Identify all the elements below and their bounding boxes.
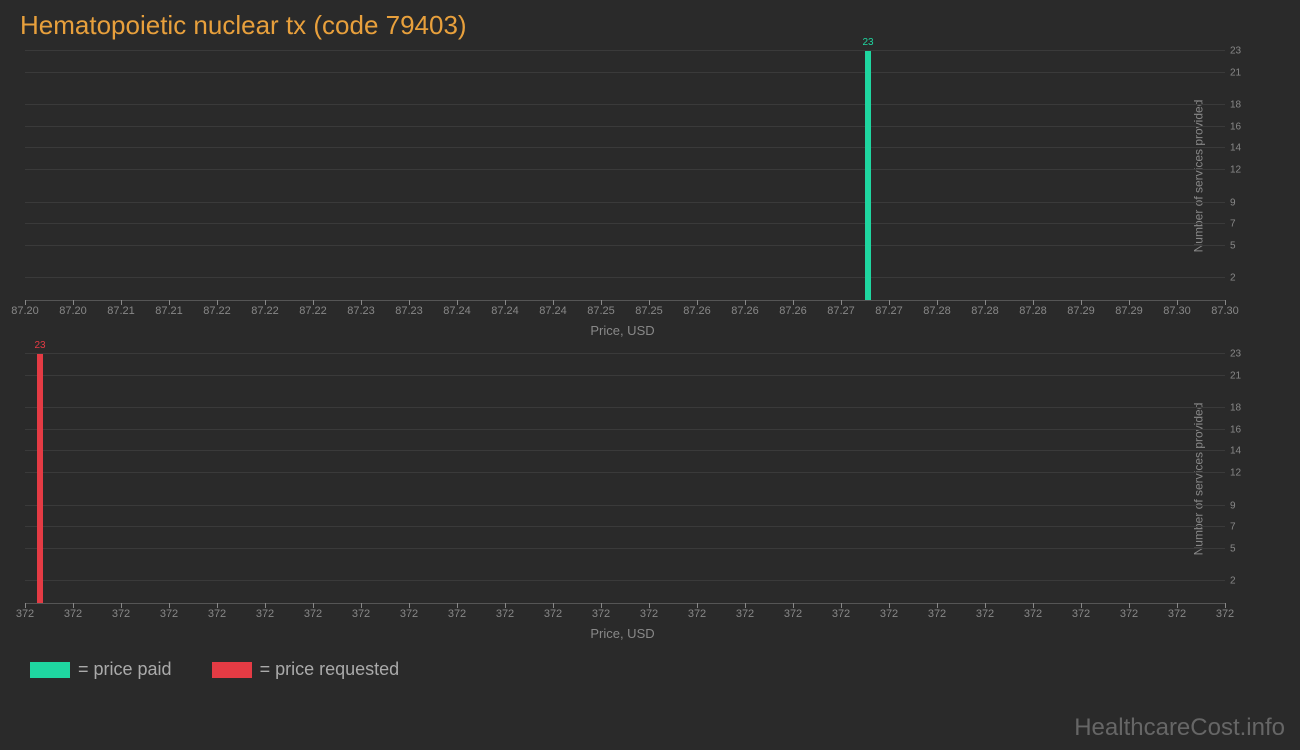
x-tick: 372 bbox=[496, 608, 514, 620]
y-tick: 2 bbox=[1230, 273, 1236, 284]
x-tick: 87.22 bbox=[299, 305, 327, 317]
chart-price-requested: 2 5 7 9 12 14 16 18 21 23 Number of services prov… bbox=[20, 354, 1280, 641]
y-tick: 7 bbox=[1230, 219, 1236, 230]
bar-value-label: 23 bbox=[34, 340, 45, 351]
y-tick: 7 bbox=[1230, 522, 1236, 533]
x-tick: 87.25 bbox=[635, 305, 663, 317]
y-tick: 12 bbox=[1230, 165, 1241, 176]
bar: 23 bbox=[37, 354, 43, 603]
y-tick: 21 bbox=[1230, 67, 1241, 78]
x-tick: 372 bbox=[16, 608, 34, 620]
watermark: HealthcareCost.info bbox=[1074, 714, 1285, 742]
x-tick: 372 bbox=[256, 608, 274, 620]
x-tick: 87.20 bbox=[11, 305, 39, 317]
x-tick: 372 bbox=[832, 608, 850, 620]
x-tick: 372 bbox=[1024, 608, 1042, 620]
y-tick: 18 bbox=[1230, 100, 1241, 111]
chart-price-paid: 2 5 7 9 12 14 16 18 21 23 Number of services prov… bbox=[20, 51, 1280, 338]
legend-swatch bbox=[212, 662, 252, 678]
x-tick: 372 bbox=[736, 608, 754, 620]
x-tick: 87.27 bbox=[875, 305, 903, 317]
x-tick: 87.28 bbox=[923, 305, 951, 317]
legend-label: = price requested bbox=[260, 659, 400, 680]
y-tick: 23 bbox=[1230, 349, 1241, 360]
y-tick: 23 bbox=[1230, 46, 1241, 57]
legend-item: = price paid bbox=[30, 659, 172, 680]
y-tick: 14 bbox=[1230, 143, 1241, 154]
x-tick: 87.24 bbox=[443, 305, 471, 317]
y-tick: 9 bbox=[1230, 500, 1236, 511]
x-tick: 87.21 bbox=[107, 305, 135, 317]
x-tick: 372 bbox=[160, 608, 178, 620]
x-tick: 87.26 bbox=[683, 305, 711, 317]
y-tick: 16 bbox=[1230, 121, 1241, 132]
chart-title: Hematopoietic nuclear tx (code 79403) bbox=[20, 10, 1280, 41]
x-tick: 372 bbox=[1216, 608, 1234, 620]
x-tick: 372 bbox=[784, 608, 802, 620]
y-tick: 16 bbox=[1230, 424, 1241, 435]
x-tick: 372 bbox=[304, 608, 322, 620]
x-tick: 372 bbox=[352, 608, 370, 620]
x-tick: 87.30 bbox=[1211, 305, 1239, 317]
x-tick: 87.23 bbox=[347, 305, 375, 317]
x-tick: 372 bbox=[64, 608, 82, 620]
y-tick: 5 bbox=[1230, 543, 1236, 554]
legend-item: = price requested bbox=[212, 659, 400, 680]
y-tick: 5 bbox=[1230, 240, 1236, 251]
x-tick: 87.30 bbox=[1163, 305, 1191, 317]
x-tick: 87.24 bbox=[491, 305, 519, 317]
x-tick: 87.29 bbox=[1067, 305, 1095, 317]
x-axis-label-1: Price, USD bbox=[20, 323, 1225, 338]
x-tick: 372 bbox=[1168, 608, 1186, 620]
y-tick: 2 bbox=[1230, 576, 1236, 587]
y-tick: 14 bbox=[1230, 446, 1241, 457]
x-tick: 372 bbox=[976, 608, 994, 620]
x-tick: 372 bbox=[1072, 608, 1090, 620]
x-tick: 372 bbox=[544, 608, 562, 620]
x-tick: 87.26 bbox=[779, 305, 807, 317]
x-tick: 372 bbox=[448, 608, 466, 620]
x-tick: 372 bbox=[400, 608, 418, 620]
legend-swatch bbox=[30, 662, 70, 678]
y-tick: 12 bbox=[1230, 468, 1241, 479]
y-tick: 18 bbox=[1230, 403, 1241, 414]
x-tick: 372 bbox=[592, 608, 610, 620]
x-tick: 372 bbox=[112, 608, 130, 620]
x-tick: 87.28 bbox=[971, 305, 999, 317]
y-axis-label-1: Number of services provided bbox=[1192, 99, 1206, 252]
x-tick: 372 bbox=[688, 608, 706, 620]
x-tick: 87.28 bbox=[1019, 305, 1047, 317]
x-tick: 87.24 bbox=[539, 305, 567, 317]
x-tick: 372 bbox=[928, 608, 946, 620]
x-tick: 372 bbox=[208, 608, 226, 620]
x-tick: 372 bbox=[1120, 608, 1138, 620]
y-tick: 21 bbox=[1230, 370, 1241, 381]
x-tick: 372 bbox=[640, 608, 658, 620]
x-tick: 87.22 bbox=[251, 305, 279, 317]
x-tick: 87.27 bbox=[827, 305, 855, 317]
x-tick: 372 bbox=[880, 608, 898, 620]
bar-value-label: 23 bbox=[862, 37, 873, 48]
legend: = price paid = price requested bbox=[30, 659, 1280, 680]
y-axis-label-2: Number of services provided bbox=[1192, 402, 1206, 555]
x-tick: 87.22 bbox=[203, 305, 231, 317]
x-tick: 87.21 bbox=[155, 305, 183, 317]
x-tick: 87.26 bbox=[731, 305, 759, 317]
x-tick: 87.20 bbox=[59, 305, 87, 317]
x-tick: 87.25 bbox=[587, 305, 615, 317]
x-axis-label-2: Price, USD bbox=[20, 626, 1225, 641]
x-tick: 87.23 bbox=[395, 305, 423, 317]
y-tick: 9 bbox=[1230, 197, 1236, 208]
x-tick: 87.29 bbox=[1115, 305, 1143, 317]
bar: 23 bbox=[865, 51, 871, 300]
legend-label: = price paid bbox=[78, 659, 172, 680]
